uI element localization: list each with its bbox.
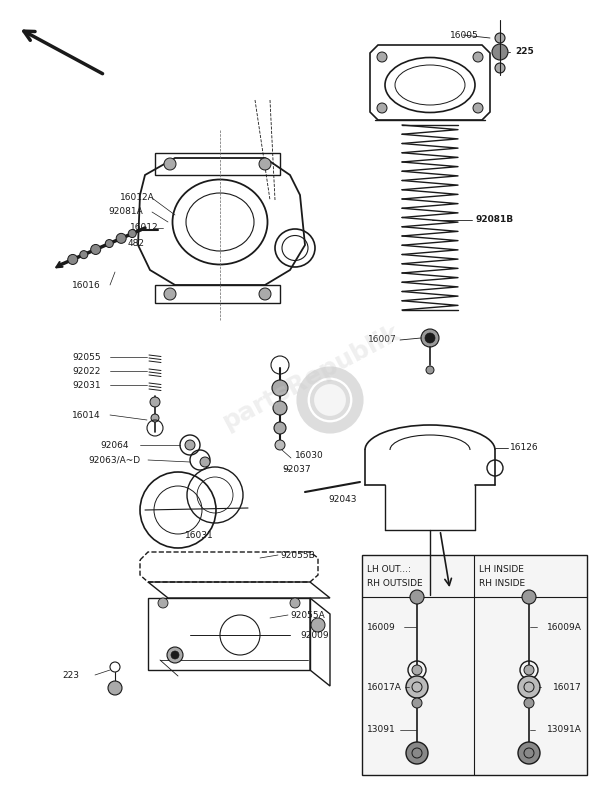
Circle shape bbox=[495, 63, 505, 73]
Text: 92064: 92064 bbox=[100, 440, 128, 450]
Circle shape bbox=[412, 665, 422, 675]
Text: 92009: 92009 bbox=[300, 630, 329, 640]
Bar bbox=[155, 153, 280, 175]
Circle shape bbox=[274, 422, 286, 434]
Text: 16016: 16016 bbox=[72, 280, 101, 290]
Circle shape bbox=[406, 676, 428, 698]
Circle shape bbox=[80, 250, 88, 258]
Circle shape bbox=[158, 598, 168, 608]
Circle shape bbox=[518, 742, 540, 764]
Circle shape bbox=[164, 288, 176, 300]
Text: 92055B: 92055B bbox=[280, 550, 315, 560]
Text: 223: 223 bbox=[62, 670, 79, 680]
Text: 16007: 16007 bbox=[368, 335, 397, 345]
Circle shape bbox=[377, 103, 387, 113]
Text: 92037: 92037 bbox=[282, 466, 311, 474]
Text: 16030: 16030 bbox=[295, 451, 324, 459]
Circle shape bbox=[171, 651, 179, 659]
Circle shape bbox=[524, 665, 534, 675]
Circle shape bbox=[164, 158, 176, 170]
Text: 92081B: 92081B bbox=[475, 216, 513, 225]
Circle shape bbox=[312, 382, 348, 418]
Text: partsRepublik: partsRepublik bbox=[219, 319, 405, 434]
Circle shape bbox=[473, 103, 483, 113]
Text: 92055A: 92055A bbox=[290, 611, 325, 619]
Text: 16012: 16012 bbox=[130, 224, 158, 232]
Circle shape bbox=[68, 254, 78, 265]
Text: 92022: 92022 bbox=[72, 367, 100, 375]
Circle shape bbox=[412, 698, 422, 708]
Circle shape bbox=[272, 380, 288, 396]
Bar bbox=[155, 285, 280, 303]
Text: 16012A: 16012A bbox=[120, 193, 155, 203]
Circle shape bbox=[426, 366, 434, 374]
Circle shape bbox=[185, 440, 195, 450]
Text: 16017A: 16017A bbox=[367, 682, 402, 692]
Bar bbox=[362, 555, 587, 775]
Circle shape bbox=[259, 158, 271, 170]
Circle shape bbox=[311, 618, 325, 632]
Circle shape bbox=[150, 397, 160, 407]
Text: 16009A: 16009A bbox=[547, 623, 582, 631]
Bar bbox=[148, 598, 310, 670]
Text: 16126: 16126 bbox=[510, 444, 539, 452]
Circle shape bbox=[518, 676, 540, 698]
Circle shape bbox=[421, 329, 439, 347]
Circle shape bbox=[259, 288, 271, 300]
Circle shape bbox=[108, 681, 122, 695]
Text: 92063/A~D: 92063/A~D bbox=[88, 455, 140, 465]
Circle shape bbox=[290, 598, 300, 608]
Text: 13091A: 13091A bbox=[547, 725, 582, 735]
Circle shape bbox=[377, 52, 387, 62]
Circle shape bbox=[151, 414, 159, 422]
Circle shape bbox=[425, 333, 435, 343]
Text: 16014: 16014 bbox=[72, 411, 101, 419]
Circle shape bbox=[522, 590, 536, 604]
Text: 92043: 92043 bbox=[328, 495, 356, 505]
Text: 92081A: 92081A bbox=[108, 207, 143, 217]
Circle shape bbox=[410, 590, 424, 604]
Text: 16031: 16031 bbox=[185, 531, 214, 539]
Text: LH OUT...:: LH OUT...: bbox=[367, 564, 416, 574]
Text: 92031: 92031 bbox=[72, 381, 101, 389]
Circle shape bbox=[524, 698, 534, 708]
Text: RH OUTSIDE: RH OUTSIDE bbox=[367, 579, 422, 587]
Text: RH INSIDE: RH INSIDE bbox=[479, 579, 525, 587]
Text: 92055: 92055 bbox=[72, 352, 101, 362]
Circle shape bbox=[275, 440, 285, 450]
Circle shape bbox=[406, 742, 428, 764]
Text: 16009: 16009 bbox=[367, 623, 396, 631]
Text: 13091: 13091 bbox=[367, 725, 396, 735]
Circle shape bbox=[495, 33, 505, 43]
Circle shape bbox=[492, 44, 508, 60]
Circle shape bbox=[91, 244, 101, 254]
Circle shape bbox=[167, 647, 183, 663]
Circle shape bbox=[128, 229, 136, 238]
Circle shape bbox=[473, 52, 483, 62]
Text: LH INSIDE: LH INSIDE bbox=[479, 564, 524, 574]
Circle shape bbox=[116, 233, 126, 243]
Text: 225: 225 bbox=[515, 48, 534, 57]
Text: 16017: 16017 bbox=[553, 682, 582, 692]
Circle shape bbox=[200, 457, 210, 467]
Text: 16005: 16005 bbox=[450, 31, 479, 39]
Circle shape bbox=[273, 401, 287, 415]
Text: 482: 482 bbox=[128, 239, 145, 249]
Circle shape bbox=[106, 239, 113, 247]
